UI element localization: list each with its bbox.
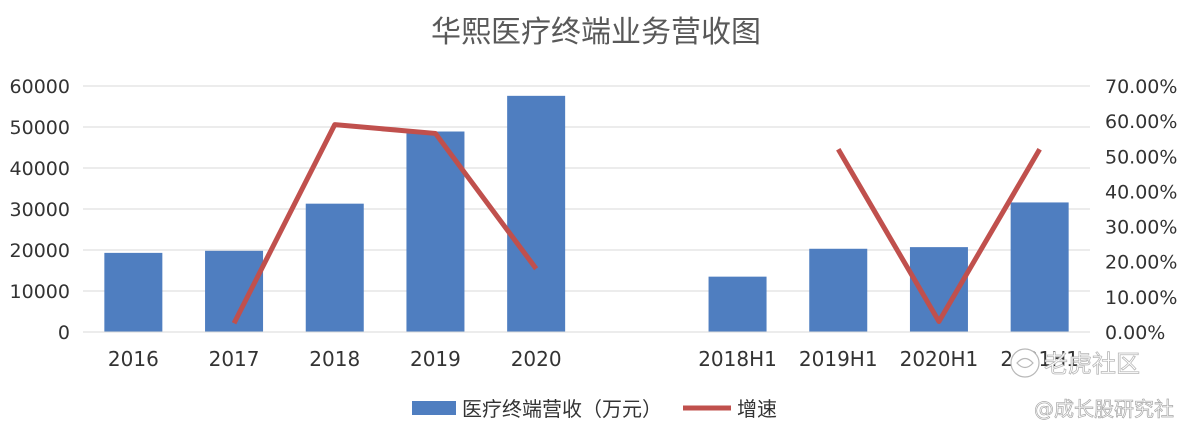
- x-tick-label: 2019: [410, 347, 461, 371]
- y-right-tick-label: 50.00%: [1105, 146, 1177, 168]
- x-tick-label: 2020: [511, 347, 562, 371]
- x-tick-label: 2018H1: [698, 347, 777, 371]
- growth-line-segment: [231, 122, 539, 325]
- legend-bar-label: 医疗终端营收（万元）: [462, 397, 662, 421]
- bar-2018H1: [708, 276, 767, 332]
- x-tick-label: 2020H1: [900, 347, 979, 371]
- bar-2016: [104, 252, 163, 332]
- watermark-logo-text: 老虎社区: [1044, 350, 1140, 378]
- watermark-credit-text: @成长股研究社: [1034, 397, 1174, 421]
- y-axis-right: 0.00% 10.00% 20.00% 30.00% 40.00% 50.00% 60.00…: [1105, 76, 1177, 344]
- y-left-tick-label: 10000: [10, 281, 70, 303]
- y-right-tick-label: 60.00%: [1105, 111, 1177, 133]
- x-tick-label: 2018: [309, 347, 360, 371]
- y-right-tick-label: 10.00%: [1105, 287, 1177, 309]
- bar-2018: [305, 203, 364, 332]
- y-right-tick-label: 30.00%: [1105, 217, 1177, 239]
- y-left-tick-label: 40000: [10, 158, 70, 180]
- y-right-tick-label: 20.00%: [1105, 252, 1177, 274]
- y-left-tick-label: 30000: [10, 199, 70, 221]
- y-left-tick-label: 50000: [10, 117, 70, 139]
- chart-title: 华熙医疗终端业务营收图: [431, 15, 761, 50]
- x-axis: 2016 2017 2018 2019 2020 2018H1 2019H1 2020H1 20…: [83, 331, 1090, 371]
- y-left-tick-label: 60000: [10, 76, 70, 98]
- y-right-tick-label: 70.00%: [1105, 76, 1177, 98]
- y-axis-left: 0 10000 20000 30000 40000 50000 60000: [10, 76, 70, 344]
- watermark: 老虎社区 @成长股研究社: [1010, 348, 1174, 421]
- y-left-tick-label: 20000: [10, 240, 70, 262]
- line-series: [231, 122, 1042, 325]
- legend-line-label: 增速: [737, 397, 777, 421]
- bar-series: [104, 95, 1069, 332]
- bar-2019H1: [809, 248, 868, 332]
- x-tick-label: 2017: [209, 347, 260, 371]
- tiger-logo-icon: [1010, 348, 1040, 378]
- y-right-tick-label: 0.00%: [1105, 322, 1165, 344]
- y-right-tick-label: 40.00%: [1105, 181, 1177, 203]
- legend-bar-swatch: [412, 401, 456, 415]
- x-tick-label: 2016: [108, 347, 159, 371]
- growth-line-segment: [836, 147, 1042, 324]
- bar-2020: [507, 95, 566, 332]
- bar-2021H1: [1010, 202, 1069, 332]
- y-left-tick-label: 0: [58, 322, 70, 344]
- x-tick-label: 2019H1: [799, 347, 878, 371]
- legend: 医疗终端营收（万元） 增速: [412, 397, 777, 421]
- bar-2019: [406, 131, 465, 332]
